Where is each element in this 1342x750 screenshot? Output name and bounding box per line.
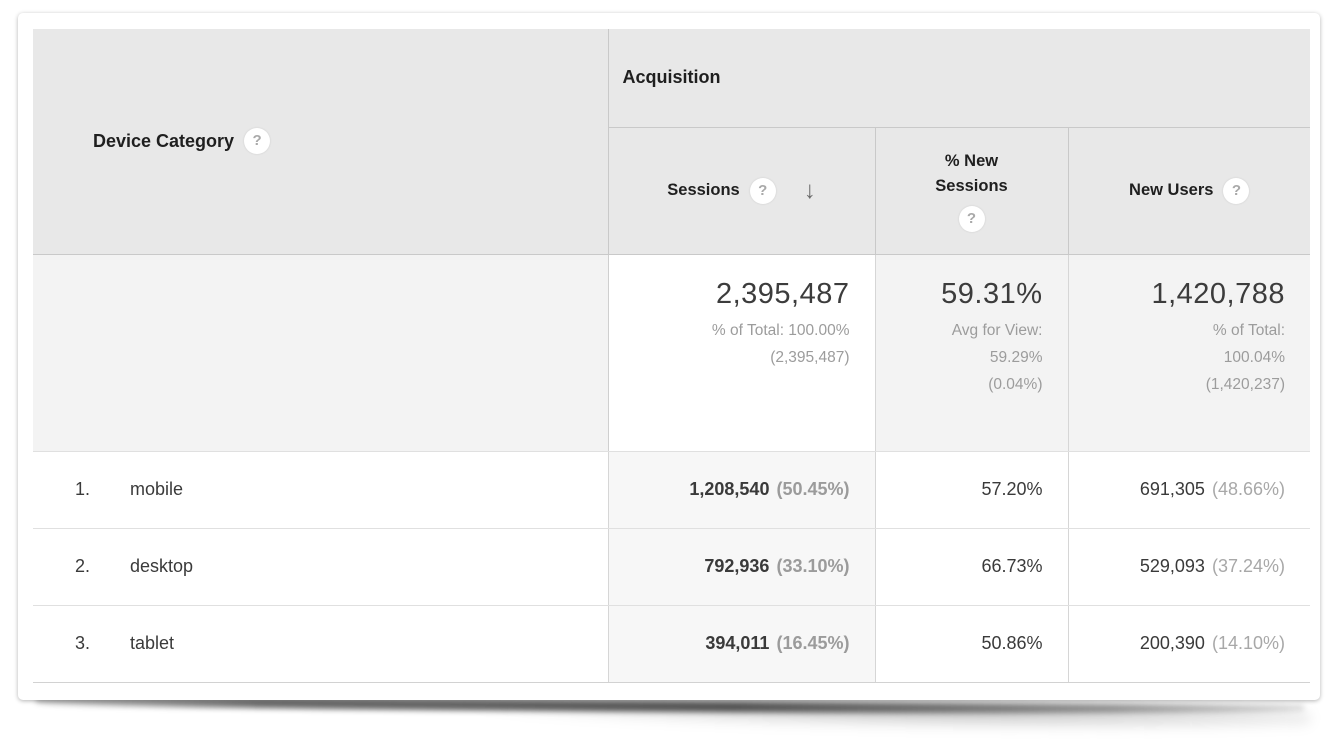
new-users-cell: 200,390 (14.10%)	[1068, 605, 1310, 683]
new-users-cell: 529,093 (37.24%)	[1068, 528, 1310, 606]
new-sessions-header-line2[interactable]: Sessions	[935, 177, 1008, 196]
sessions-column-header[interactable]: Sessions ? ↓	[608, 127, 876, 255]
row-index: 1.	[75, 479, 91, 499]
sessions-cell: 394,011 (16.45%)	[608, 605, 876, 683]
new-sessions-header-line1[interactable]: % New	[944, 152, 999, 171]
dimension-header-label: Device Category	[93, 130, 235, 151]
sessions-value: 394,011	[705, 633, 770, 653]
sessions-total-subtext: (2,395,487)	[770, 348, 850, 366]
new-users-total-subtext: % of Total:	[1212, 321, 1285, 339]
new-users-header-label[interactable]: New Users	[1129, 181, 1214, 200]
new-users-value: 529,093	[1139, 556, 1205, 576]
device-category-acquisition-table: Device Category ? Acquisition Sessions ?…	[33, 29, 1310, 683]
dimension-cell: 2. desktop	[33, 528, 609, 606]
acquisition-group-label: Acquisition	[622, 67, 721, 88]
new-sessions-value: 57.20%	[981, 479, 1043, 499]
new-users-cell: 691,305 (48.66%)	[1068, 451, 1310, 529]
row-index: 3.	[75, 633, 91, 653]
help-icon[interactable]: ?	[749, 177, 776, 204]
summary-sessions-cell: 2,395,487 % of Total: 100.00% (2,395,487…	[608, 254, 876, 452]
new-sessions-avg-subtext: (0.04%)	[988, 375, 1043, 393]
sort-descending-icon[interactable]: ↓	[803, 176, 816, 204]
device-category-link[interactable]: tablet	[130, 633, 175, 653]
new-sessions-cell: 50.86%	[875, 605, 1069, 683]
summary-row: 2,395,487 % of Total: 100.00% (2,395,487…	[33, 254, 1310, 452]
sessions-header-label[interactable]: Sessions	[667, 181, 740, 200]
sessions-value: 1,208,540	[689, 479, 770, 499]
sessions-cell: 1,208,540 (50.45%)	[608, 451, 876, 529]
help-icon[interactable]: ?	[958, 206, 985, 233]
sessions-percent: (16.45%)	[776, 633, 850, 653]
summary-new-users-cell: 1,420,788 % of Total: 100.04% (1,420,237…	[1068, 254, 1310, 452]
acquisition-group-header: Acquisition	[608, 29, 1310, 128]
new-sessions-avg-subtext: Avg for View:	[951, 321, 1043, 339]
summary-new-sessions-cell: 59.31% Avg for View: 59.29% (0.04%)	[875, 254, 1069, 452]
table-row: 2. desktop 792,936 (33.10%) 66.73% 529,09…	[33, 528, 1310, 606]
summary-dimension-cell	[33, 254, 609, 452]
dimension-cell: 1. mobile	[33, 451, 609, 529]
new-sessions-avg-value: 59.31%	[941, 277, 1043, 310]
dimension-cell: 3. tablet	[33, 605, 609, 683]
new-sessions-cell: 57.20%	[875, 451, 1069, 529]
new-users-value: 691,305	[1139, 479, 1205, 499]
new-sessions-avg-subtext: 59.29%	[989, 348, 1043, 366]
new-users-total-value: 1,420,788	[1151, 277, 1285, 310]
new-users-percent: (48.66%)	[1211, 479, 1285, 499]
new-sessions-cell: 66.73%	[875, 528, 1069, 606]
dimension-header-cell: Device Category ?	[33, 29, 609, 255]
sessions-total-subtext: % of Total: 100.00%	[711, 321, 850, 339]
new-sessions-column-header[interactable]: % New Sessions ?	[875, 127, 1069, 255]
sessions-percent: (50.45%)	[776, 479, 850, 499]
table-row: 3. tablet 394,011 (16.45%) 50.86% 200,390…	[33, 605, 1310, 683]
new-users-column-header[interactable]: New Users ?	[1068, 127, 1310, 255]
device-category-link[interactable]: desktop	[130, 556, 194, 576]
report-card: Device Category ? Acquisition Sessions ?…	[18, 13, 1320, 700]
help-icon[interactable]: ?	[244, 128, 271, 155]
new-sessions-value: 66.73%	[981, 556, 1043, 576]
sessions-cell: 792,936 (33.10%)	[608, 528, 876, 606]
new-users-total-subtext: 100.04%	[1223, 348, 1285, 366]
new-sessions-value: 50.86%	[981, 633, 1043, 653]
sessions-percent: (33.10%)	[776, 556, 850, 576]
sessions-value: 792,936	[704, 556, 770, 576]
new-users-percent: (37.24%)	[1211, 556, 1285, 576]
help-icon[interactable]: ?	[1223, 177, 1250, 204]
new-users-total-subtext: (1,420,237)	[1205, 375, 1285, 393]
new-users-percent: (14.10%)	[1211, 633, 1285, 653]
table-row: 1. mobile 1,208,540 (50.45%) 57.20% 691,3…	[33, 451, 1310, 529]
device-category-link[interactable]: mobile	[130, 479, 184, 499]
new-users-value: 200,390	[1139, 633, 1205, 653]
row-index: 2.	[75, 556, 91, 576]
sessions-total-value: 2,395,487	[715, 277, 850, 310]
